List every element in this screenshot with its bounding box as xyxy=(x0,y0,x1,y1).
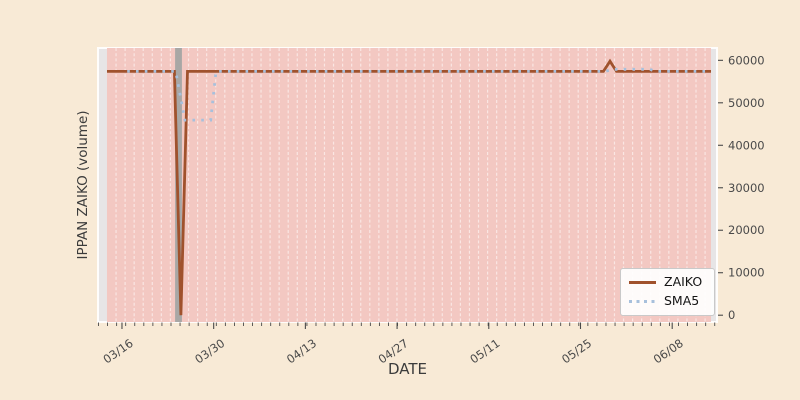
zaiko-line-swatch xyxy=(629,281,656,284)
y-tick-label: 0 xyxy=(728,308,735,322)
y-tick-label: 50000 xyxy=(728,96,765,110)
y-tick-label: 20000 xyxy=(728,223,765,237)
legend-item-sma5: SMA5 xyxy=(629,295,706,308)
y-tick-label: 60000 xyxy=(728,53,765,67)
sma5-line-swatch xyxy=(629,300,656,303)
legend-label-zaiko: ZAIKO xyxy=(664,274,703,290)
y-tick-label: 40000 xyxy=(728,138,765,152)
legend: ZAIKO SMA5 xyxy=(620,268,715,316)
legend-item-zaiko: ZAIKO xyxy=(629,276,706,289)
x-axis-label: DATE xyxy=(387,360,428,378)
y-axis-label: IPPAN ZAIKO (volume) xyxy=(75,110,91,260)
y-tick-label: 30000 xyxy=(728,181,765,195)
legend-label-sma5: SMA5 xyxy=(664,293,700,309)
y-tick-label: 10000 xyxy=(728,266,765,280)
data-span-band xyxy=(106,48,711,322)
